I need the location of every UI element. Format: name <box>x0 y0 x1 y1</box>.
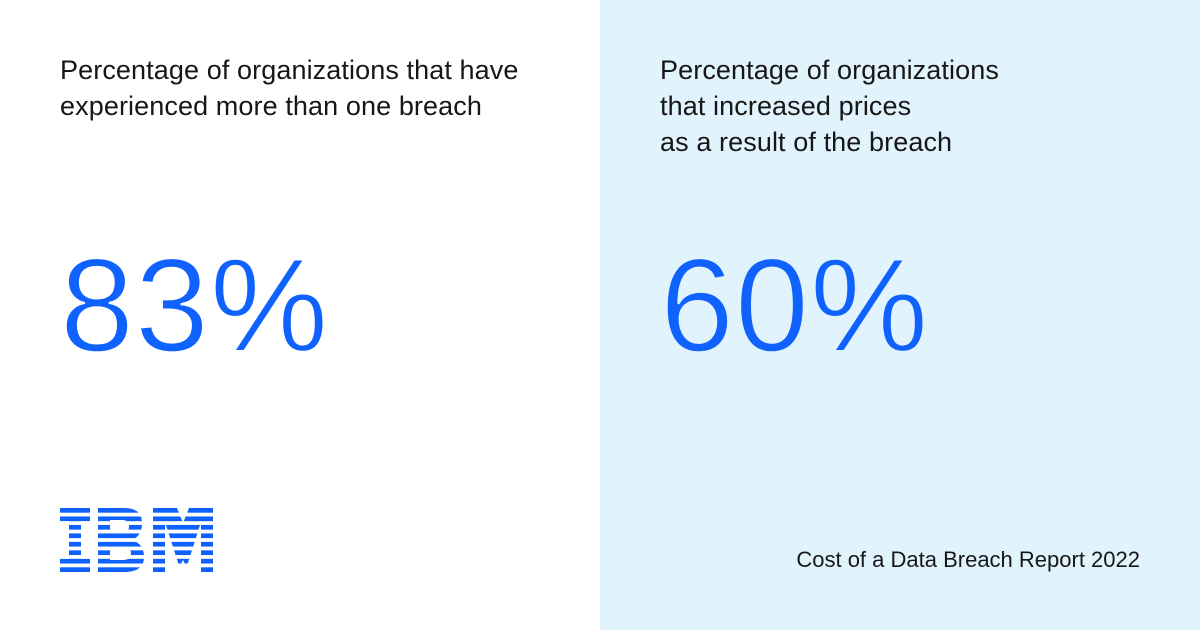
right-stat-heading: Percentage of organizations that increas… <box>660 55 999 157</box>
ibm-logo <box>60 508 213 572</box>
left-stat-heading: Percentage of organizations that have ex… <box>60 55 519 121</box>
right-stat-value: 60% <box>659 232 930 380</box>
panel-left: Percentage of organizations that have ex… <box>58 55 519 572</box>
left-stat-value: 83% <box>59 232 330 380</box>
panel-right: Percentage of organizations that increas… <box>600 0 1200 630</box>
report-source-caption: Cost of a Data Breach Report 2022 <box>796 547 1140 572</box>
